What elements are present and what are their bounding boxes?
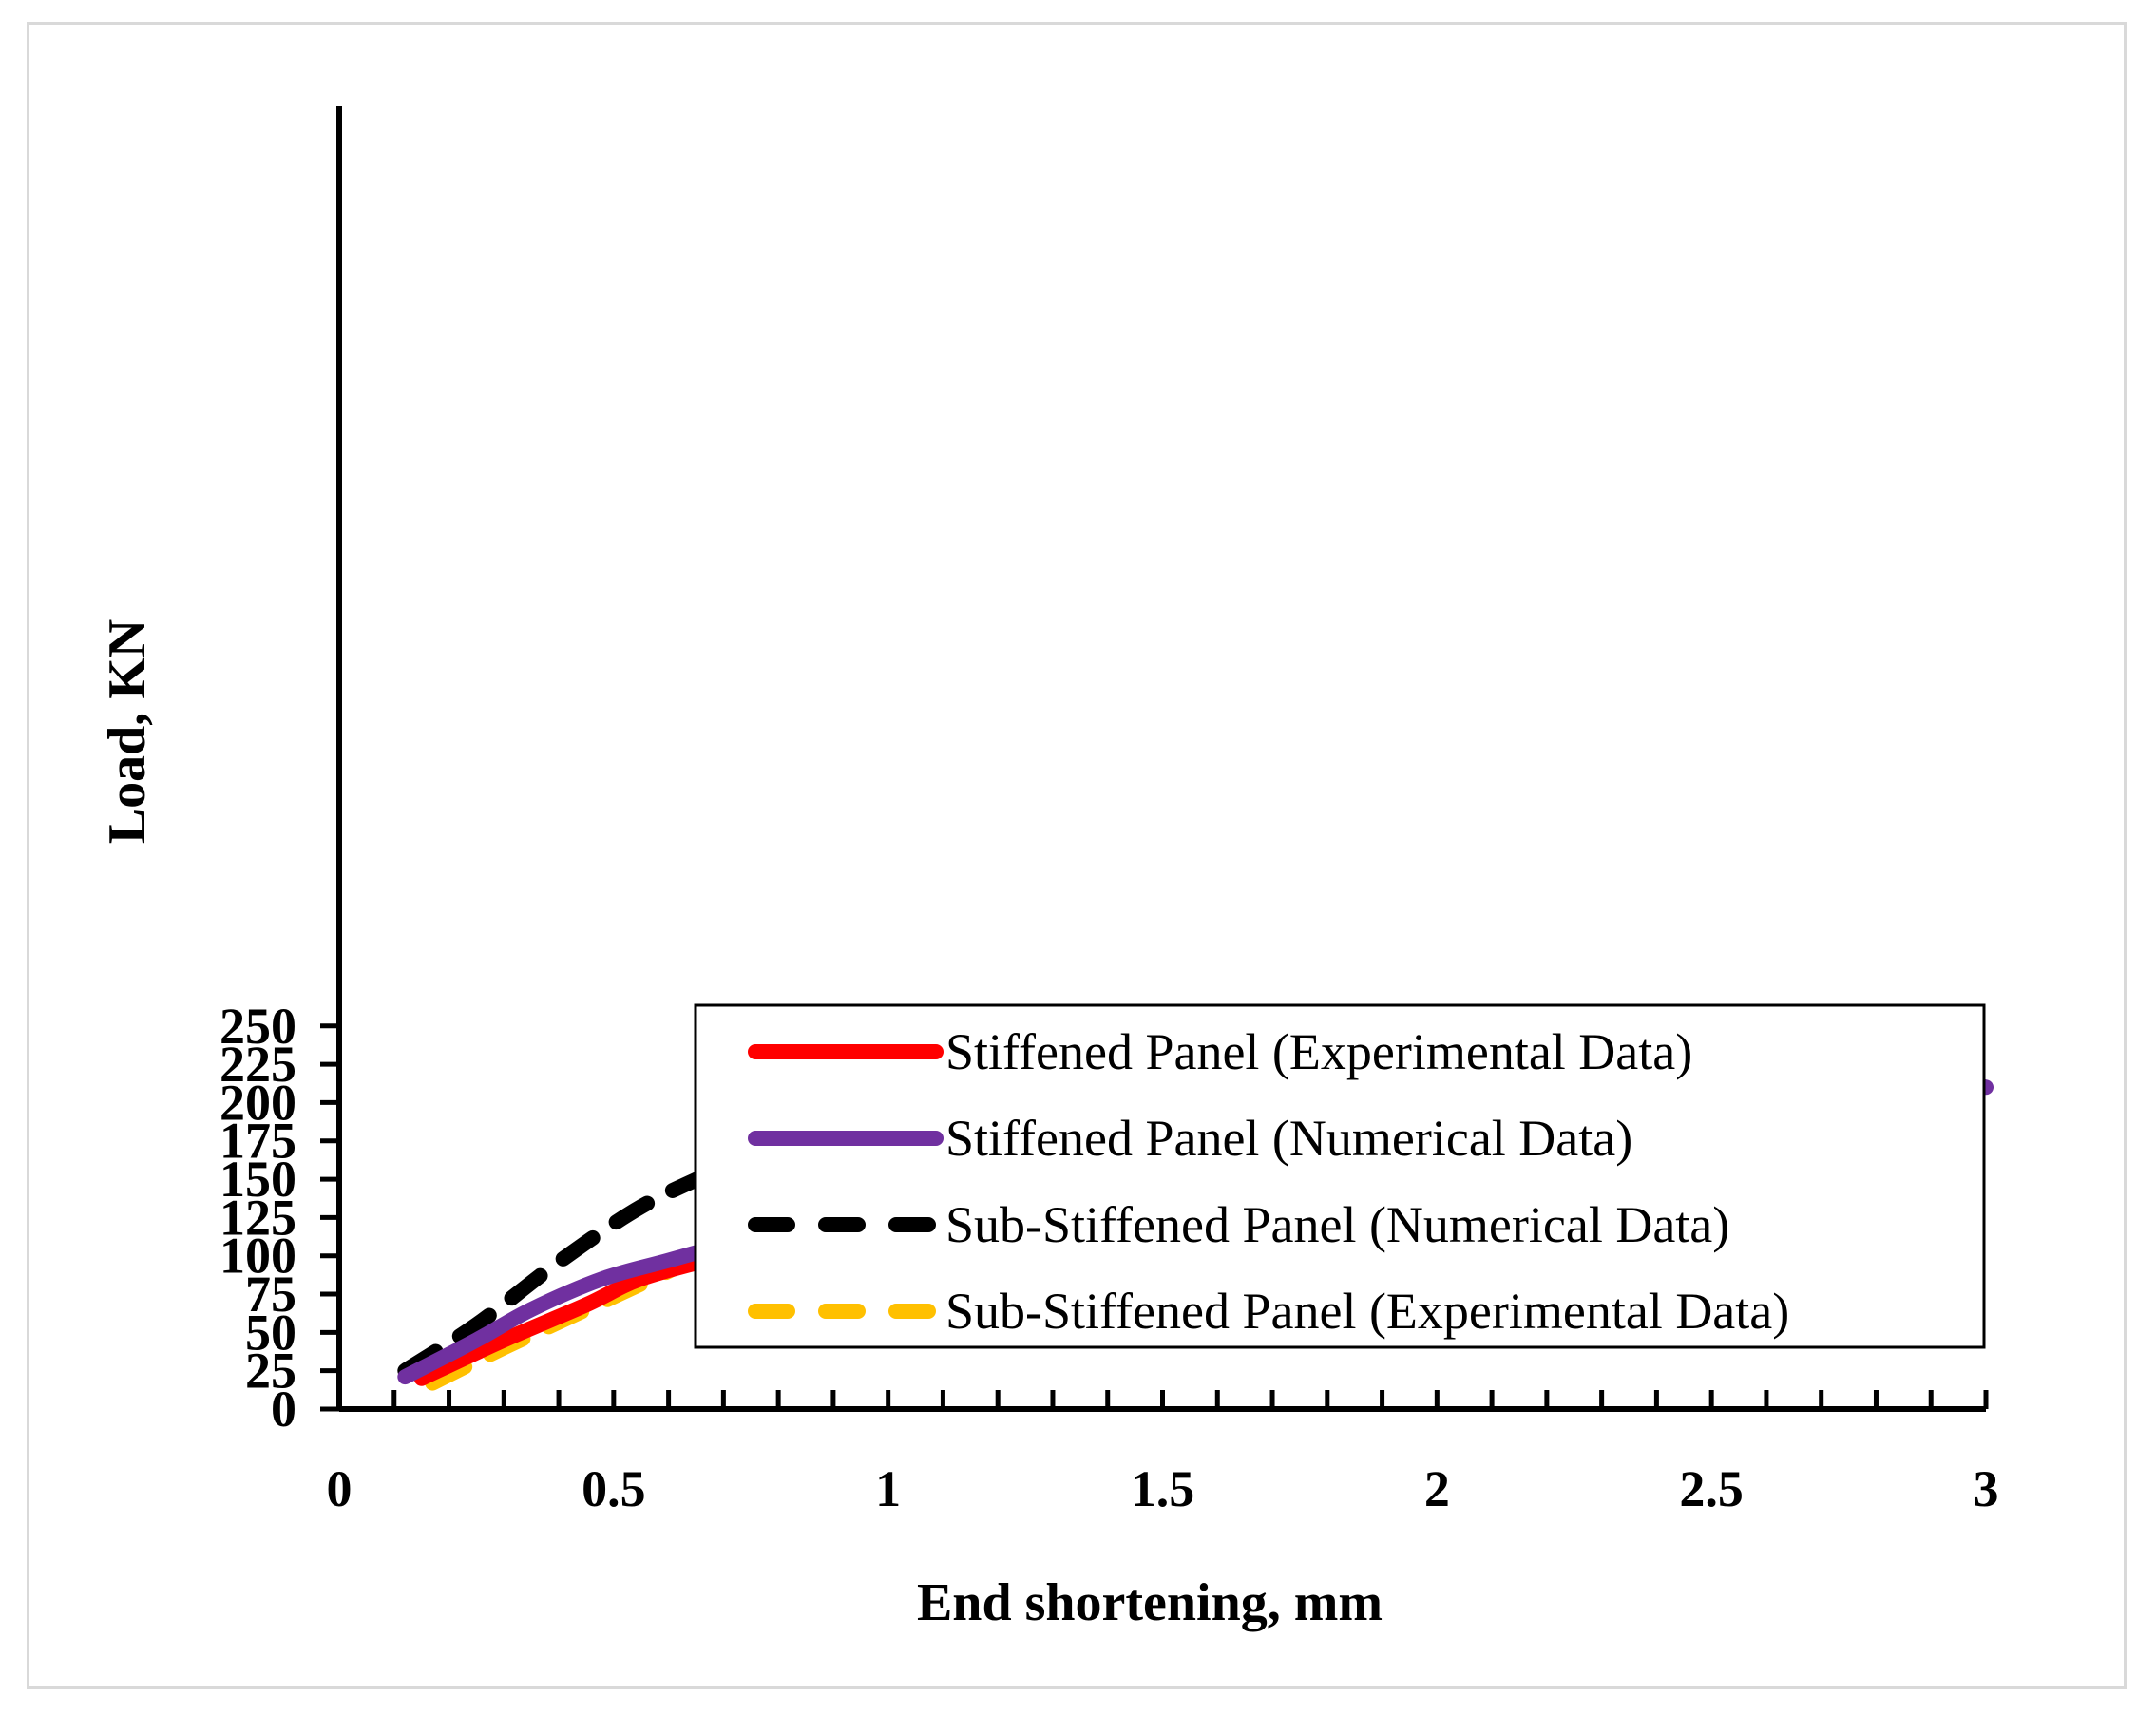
legend-label: Stiffened Panel (Numerical Data) — [945, 1110, 1632, 1167]
x-tick-label: 3 — [1974, 1460, 1999, 1517]
legend-label: Stiffened Panel (Experimental Data) — [945, 1023, 1692, 1080]
y-tick-label: 250 — [219, 998, 296, 1055]
y-tick-label: 0 — [271, 1381, 296, 1438]
y-tick-label: 25 — [245, 1343, 296, 1400]
legend-box — [694, 1003, 1986, 1349]
x-tick-label: 0.5 — [582, 1460, 646, 1517]
y-tick-label: 200 — [219, 1074, 296, 1131]
y-tick-label: 75 — [245, 1266, 296, 1323]
x-tick-label: 0 — [327, 1460, 353, 1517]
legend-label: Sub-Stiffened Panel (Numerical Data) — [945, 1196, 1729, 1253]
y-tick-label: 100 — [219, 1228, 296, 1285]
y-axis-title: Load, KN — [98, 619, 157, 845]
legend-item-substiffened-numerical: Sub-Stiffened Panel (Numerical Data) — [748, 1196, 1729, 1253]
legend-label: Sub-Stiffened Panel (Experimental Data) — [945, 1283, 1789, 1340]
y-tick-label: 125 — [219, 1189, 296, 1246]
x-tick-label: 2.5 — [1679, 1460, 1744, 1517]
y-tick-label: 150 — [219, 1151, 296, 1208]
x-axis-title: End shortening, mm — [917, 1573, 1383, 1632]
y-tick-label: 50 — [245, 1304, 296, 1361]
legend-items: Stiffened Panel (Experimental Data) Stiff… — [748, 1023, 1789, 1340]
legend-item-substiffened-experimental: Sub-Stiffened Panel (Experimental Data) — [748, 1283, 1789, 1340]
legend-item-stiffened-numerical: Stiffened Panel (Numerical Data) — [748, 1110, 1632, 1167]
y-tick-label: 225 — [219, 1036, 296, 1093]
x-tick-label: 2 — [1424, 1460, 1450, 1517]
x-tick-label: 1.5 — [1131, 1460, 1195, 1517]
x-tick-label: 1 — [875, 1460, 901, 1517]
legend: Stiffened Panel (Experimental Data) Stiff… — [694, 1003, 1986, 1349]
y-tick-label: 175 — [219, 1113, 296, 1170]
legend-item-stiffened-experimental: Stiffened Panel (Experimental Data) — [748, 1023, 1692, 1080]
